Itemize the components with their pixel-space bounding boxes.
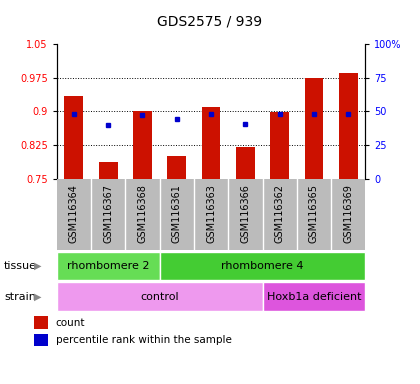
Text: ▶: ▶	[34, 261, 42, 271]
Text: strain: strain	[4, 291, 36, 302]
Text: rhombomere 2: rhombomere 2	[67, 261, 150, 271]
Bar	[34, 334, 48, 346]
Bar	[236, 147, 255, 179]
Bar	[304, 78, 323, 179]
Bar	[160, 252, 365, 280]
Text: Hoxb1a deficient: Hoxb1a deficient	[267, 291, 361, 302]
Text: count: count	[56, 318, 85, 328]
Text: rhombomere 4: rhombomere 4	[221, 261, 304, 271]
Text: GSM116367: GSM116367	[103, 184, 113, 243]
Text: GSM116369: GSM116369	[343, 184, 353, 243]
Text: percentile rank within the sample: percentile rank within the sample	[56, 335, 232, 345]
Text: GSM116363: GSM116363	[206, 184, 216, 243]
Text: tissue: tissue	[4, 261, 37, 271]
Text: GSM116366: GSM116366	[240, 184, 250, 243]
Bar	[339, 73, 358, 179]
Bar	[57, 282, 262, 311]
Bar	[64, 96, 83, 179]
Bar	[99, 162, 118, 179]
Bar	[202, 107, 220, 179]
Bar	[262, 282, 365, 311]
Bar	[167, 156, 186, 179]
Text: GSM116364: GSM116364	[69, 184, 79, 243]
Text: GDS2575 / 939: GDS2575 / 939	[158, 15, 262, 29]
Text: GSM116361: GSM116361	[172, 184, 182, 243]
Bar	[34, 316, 48, 329]
Text: GSM116362: GSM116362	[275, 184, 285, 243]
Text: ▶: ▶	[34, 291, 42, 302]
Text: GSM116368: GSM116368	[137, 184, 147, 243]
Text: control: control	[140, 291, 179, 302]
Text: GSM116365: GSM116365	[309, 184, 319, 243]
Bar	[270, 112, 289, 179]
Bar	[57, 252, 160, 280]
Bar	[133, 111, 152, 179]
